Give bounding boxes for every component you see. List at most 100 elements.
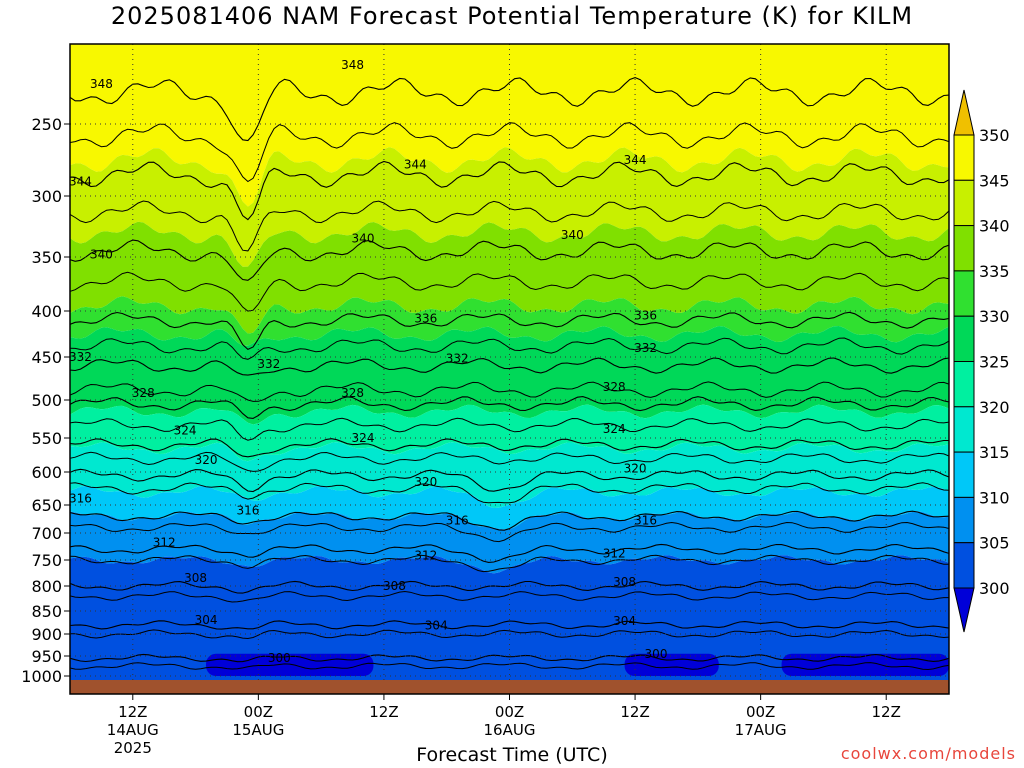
x-tick-date: 17AUG <box>735 721 787 739</box>
contour-label: 328 <box>132 386 155 400</box>
colorbar-tick-label: 315 <box>979 443 1010 462</box>
contour-312 <box>70 543 949 563</box>
contour-label: 308 <box>383 579 406 593</box>
contour-308 <box>70 580 949 594</box>
contour-minor-316 <box>70 521 949 543</box>
contour-label: 332 <box>257 357 280 371</box>
y-tick-label: 950 <box>31 647 62 666</box>
colorbar-band-350 <box>953 134 975 181</box>
band-7 <box>70 485 949 530</box>
contour-label: 308 <box>613 575 636 589</box>
contour-minor-328 <box>70 417 949 441</box>
colorbar-band-340 <box>953 225 975 272</box>
colorbar-band-310 <box>953 496 975 544</box>
contour-label: 324 <box>352 431 375 445</box>
band-300-blob-2 <box>624 653 719 676</box>
y-tick-label: 400 <box>31 302 62 321</box>
contour-label: 320 <box>624 462 647 476</box>
contour-minor-336 <box>70 337 949 360</box>
contour-minor-344 <box>70 200 949 252</box>
contour-324 <box>70 438 949 458</box>
x-axis-label: Forecast Time (UTC) <box>416 744 608 766</box>
contour-label: 316 <box>69 491 92 505</box>
colorbar-tick-label: 340 <box>979 217 1010 236</box>
x-tick-label: 00Z <box>746 703 775 721</box>
colorbar-band-320 <box>953 406 975 453</box>
band-0 <box>70 44 949 207</box>
contour-label: 320 <box>195 453 218 467</box>
contour-300 <box>70 653 949 663</box>
colorbar-tick-label: 305 <box>979 534 1010 553</box>
colorbar-band-345 <box>953 179 975 227</box>
y-tick-label: 850 <box>31 602 62 621</box>
band-300-blob-3 <box>781 653 949 676</box>
contour-minor-312 <box>70 554 949 573</box>
contour-340 <box>70 239 949 281</box>
contour-label: 332 <box>634 341 657 355</box>
colorbar-band-305 <box>953 542 975 589</box>
x-tick-label: 12Z <box>872 703 901 721</box>
contour-minor-340 <box>70 271 949 312</box>
contour-344 <box>70 160 949 221</box>
contour-320 <box>70 468 949 493</box>
colorbar-tick-label: 330 <box>979 307 1010 326</box>
contour-label: 344 <box>404 157 427 171</box>
contour-label: 344 <box>624 153 647 167</box>
y-tick-label: 600 <box>31 463 62 482</box>
contour-label: 324 <box>603 422 626 436</box>
contour-316 <box>70 510 949 531</box>
contour-minor-332 <box>70 381 949 402</box>
contour-label: 312 <box>414 549 437 563</box>
colorbar-band-315 <box>953 451 975 498</box>
contour-label: 336 <box>414 311 437 325</box>
contour-label: 316 <box>446 514 469 528</box>
contour-minor-324 <box>70 451 949 472</box>
colorbar-tick-label: 345 <box>979 171 1010 190</box>
y-tick-label: 700 <box>31 524 62 543</box>
colorbar-top-arrow <box>953 89 975 136</box>
contour-label: 328 <box>603 380 626 394</box>
contour-328 <box>70 396 949 419</box>
contour-minor-304 <box>70 629 949 640</box>
y-tick-label: 350 <box>31 248 62 267</box>
contour-336 <box>70 311 949 351</box>
y-tick-label: 250 <box>31 115 62 134</box>
contour-label: 300 <box>268 651 291 665</box>
contour-label: 348 <box>90 77 113 91</box>
y-tick-label: 900 <box>31 625 62 644</box>
contour-label: 336 <box>634 309 657 323</box>
y-tick-label: 450 <box>31 348 62 367</box>
contour-label: 340 <box>561 228 584 242</box>
y-tick-label: 300 <box>31 187 62 206</box>
x-tick-date: 15AUG <box>232 721 284 739</box>
x-tick-date: 14AUG <box>107 721 159 739</box>
colorbar-tick-label: 335 <box>979 262 1010 281</box>
x-tick-label: 12Z <box>620 703 649 721</box>
contour-label: 340 <box>352 232 375 246</box>
colorbar-bottom-arrow <box>953 587 975 633</box>
x-tick-date: 16AUG <box>484 721 536 739</box>
contour-304 <box>70 620 949 630</box>
y-tick-label: 550 <box>31 429 62 448</box>
y-tick-label: 750 <box>31 551 62 570</box>
contour-348 <box>70 77 949 142</box>
y-tick-label: 800 <box>31 577 62 596</box>
contour-label: 316 <box>634 514 657 528</box>
contour-label: 312 <box>153 536 176 550</box>
y-tick-label: 1000 <box>21 667 62 686</box>
x-tick-label: 12Z <box>118 703 147 721</box>
contour-label: 316 <box>236 504 259 518</box>
contour-label: 344 <box>69 175 92 189</box>
band-1 <box>70 147 949 267</box>
ground-bar <box>70 680 949 694</box>
contour-label: 332 <box>446 352 469 366</box>
credit-link[interactable]: coolwx.com/models <box>840 744 1016 763</box>
colorbar-tick-label: 300 <box>979 579 1010 598</box>
contour-label: 348 <box>341 58 364 72</box>
colorbar-tick-label: 325 <box>979 353 1010 372</box>
colorbar-band-325 <box>953 361 975 408</box>
x-tick-year: 2025 <box>114 739 152 757</box>
colorbar-tick-label: 350 <box>979 126 1010 145</box>
contour-label: 304 <box>613 614 636 628</box>
